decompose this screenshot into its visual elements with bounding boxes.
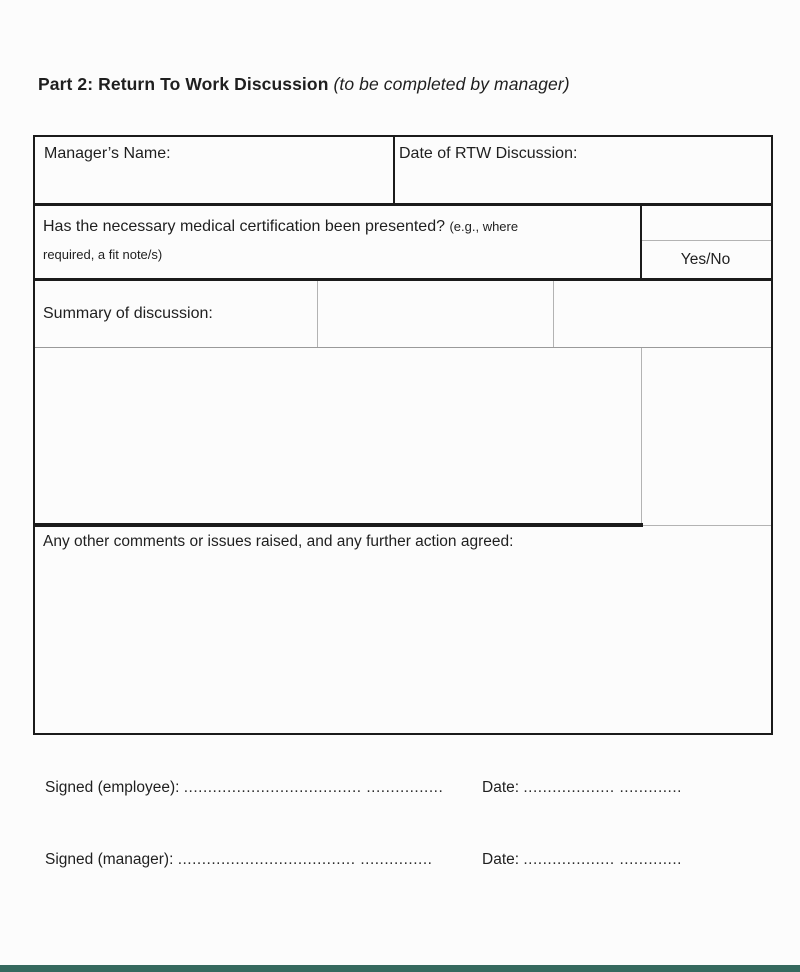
row1-divider bbox=[393, 137, 395, 203]
signed-employee-line[interactable]: ..................................... ..… bbox=[183, 779, 444, 796]
summary-entry-area[interactable] bbox=[35, 348, 641, 523]
row2-bottom-border bbox=[35, 278, 771, 281]
summary-row-divider bbox=[35, 347, 771, 348]
date-employee-line[interactable]: ................... ............. bbox=[523, 779, 682, 796]
signed-manager-line[interactable]: ..................................... ..… bbox=[177, 851, 433, 868]
row1-bottom-border bbox=[35, 203, 771, 206]
manager-name-field[interactable] bbox=[205, 139, 390, 201]
answer-subcell-divider bbox=[642, 240, 771, 241]
answer-entry-cell[interactable] bbox=[642, 206, 771, 240]
manager-name-label: Manager’s Name: bbox=[44, 145, 171, 162]
page-title-italic: (to be completed by manager) bbox=[333, 74, 570, 94]
comments-entry-area[interactable] bbox=[35, 561, 771, 731]
signature-row-manager: Signed (manager): ......................… bbox=[45, 851, 755, 873]
summary-gridline-1 bbox=[317, 281, 318, 347]
question-note-1: (e.g., where bbox=[449, 219, 519, 234]
date-rtw-field[interactable] bbox=[595, 139, 769, 201]
page-title: Part 2: Return To Work Discussion (to be… bbox=[38, 74, 570, 95]
summary-area-right-gridline bbox=[641, 348, 642, 523]
date-rtw-label: Date of RTW Discussion: bbox=[399, 145, 578, 162]
page-title-bold: Part 2: Return To Work Discussion bbox=[38, 74, 334, 94]
date-group-manager: Date: ................... ............. bbox=[482, 851, 682, 869]
yes-no-label[interactable]: Yes/No bbox=[680, 250, 731, 268]
date-manager-label: Date: bbox=[482, 851, 524, 868]
rtw-discussion-table: Manager’s Name: Date of RTW Discussion: … bbox=[33, 135, 773, 735]
date-employee-label: Date: bbox=[482, 779, 524, 796]
signed-manager-label: Signed (manager): bbox=[45, 851, 178, 868]
footer-teal-bar bbox=[0, 965, 800, 972]
question-line-2: required, a fit note/s) bbox=[43, 247, 163, 262]
summary-gridline-2 bbox=[553, 281, 554, 347]
date-group-employee: Date: ................... ............. bbox=[482, 779, 682, 797]
summary-area-bottom-border bbox=[35, 523, 643, 527]
question-line-1: Has the necessary medical certification … bbox=[43, 213, 643, 241]
signed-employee-label: Signed (employee): bbox=[45, 779, 184, 796]
answer-column-divider bbox=[640, 206, 642, 278]
summary-area-bottom-border-light bbox=[643, 525, 771, 526]
comments-label: Any other comments or issues raised, and… bbox=[43, 533, 514, 550]
summary-label: Summary of discussion: bbox=[43, 305, 213, 322]
signature-row-employee: Signed (employee): .....................… bbox=[45, 779, 755, 801]
question-main-text: Has the necessary medical certification … bbox=[43, 218, 450, 235]
medical-certification-question: Has the necessary medical certification … bbox=[43, 213, 643, 269]
date-manager-line[interactable]: ................... ............. bbox=[523, 851, 682, 868]
